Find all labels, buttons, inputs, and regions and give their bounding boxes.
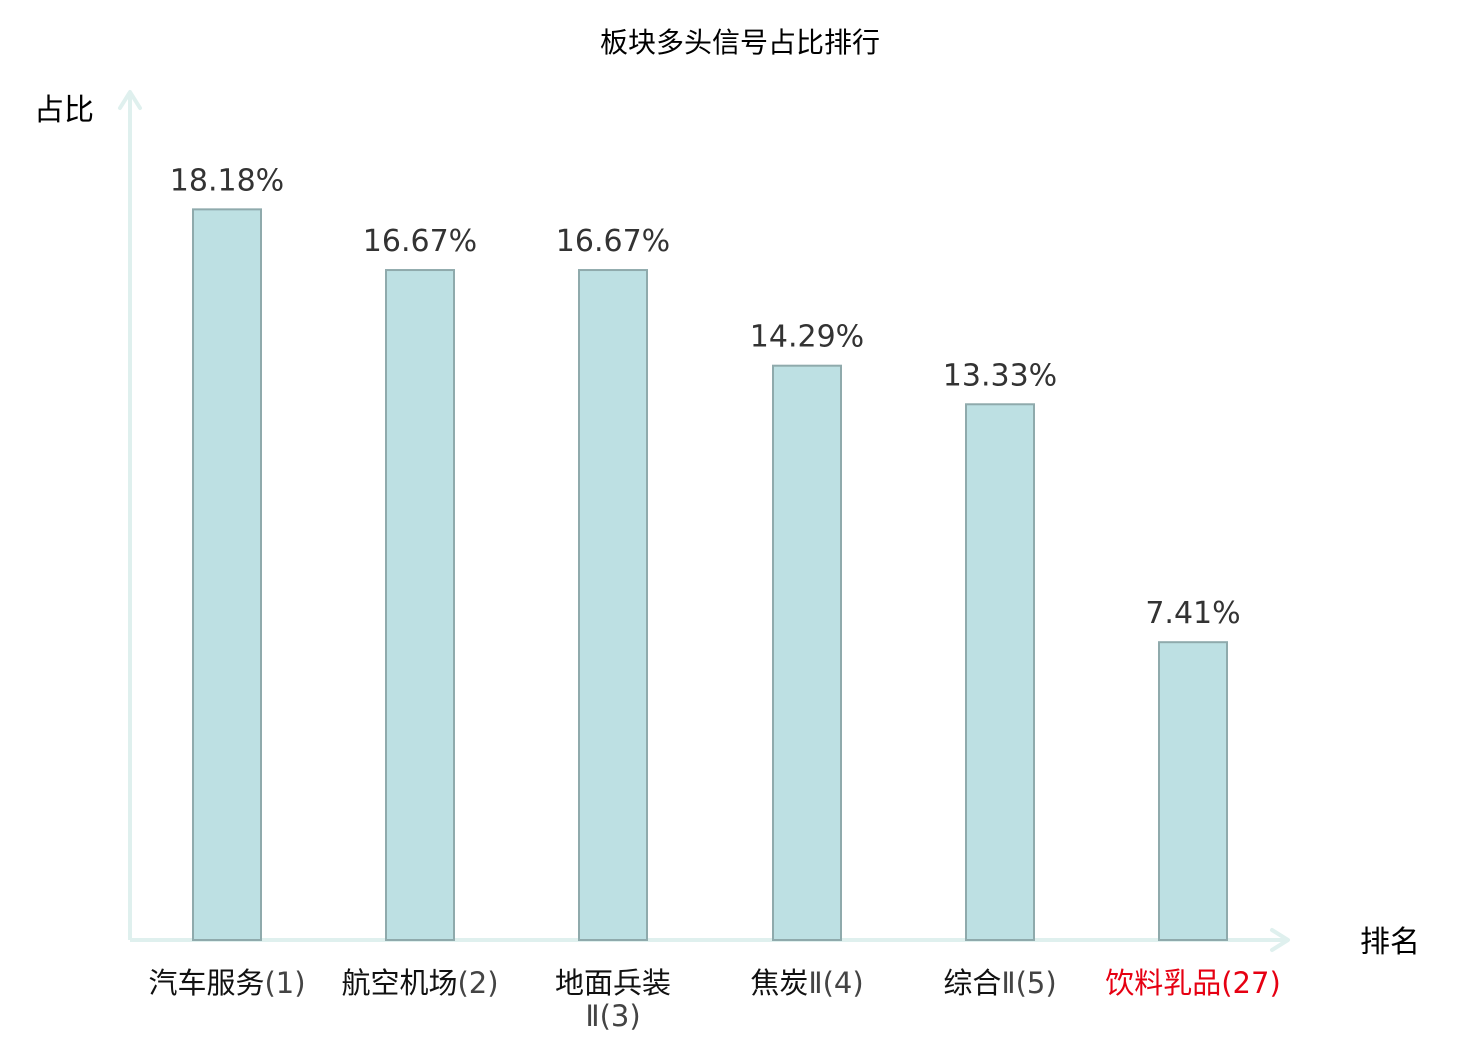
value-label-1: 18.18% (170, 163, 284, 198)
category-label-3: 地面兵装 Ⅱ(3) (555, 966, 671, 1033)
bar-5 (965, 403, 1035, 941)
category-label-1: 汽车服务(1) (148, 966, 305, 1000)
value-label-5: 13.33% (943, 358, 1057, 393)
category-name-3: 地面兵装 (555, 966, 671, 1000)
category-label-4: 焦炭Ⅱ(4) (750, 966, 863, 1000)
chart-title: 板块多头信号占比排行 (600, 26, 880, 59)
category-name-4: 焦炭 (750, 966, 808, 1000)
value-labels: 18.18% 16.67% 16.67% 14.29% 13.33% 7.41% (170, 163, 1241, 631)
bar-1 (192, 208, 262, 941)
bar-2 (385, 269, 455, 942)
category-name-5: 综合 (943, 966, 1001, 1000)
bar-4 (772, 364, 842, 942)
bars (192, 208, 1228, 942)
y-axis-arrow (118, 90, 142, 110)
y-axis-label: 占比 (34, 93, 94, 128)
category-rank-3: Ⅱ(3) (585, 999, 640, 1033)
value-label-4: 14.29% (750, 320, 864, 355)
category-labels: 汽车服务(1) 航空机场(2) 地面兵装 Ⅱ(3)焦炭Ⅱ(4) 综合Ⅱ(5) 饮料乳品(2… (148, 966, 1280, 1033)
category-label-6: 饮料乳品(27) (1105, 966, 1281, 1000)
category-name-1: 汽车服务 (148, 966, 264, 1000)
x-axis-label: 排名 (1360, 925, 1420, 960)
category-name-6: 饮料乳品 (1105, 966, 1221, 1000)
value-label-6: 7.41% (1145, 596, 1240, 631)
axes (118, 90, 1290, 952)
category-rank-1: (1) (264, 966, 305, 1000)
bar-6 (1158, 641, 1228, 941)
category-rank-4: Ⅱ(4) (808, 966, 863, 1000)
category-rank-2: (2) (457, 966, 498, 1000)
category-rank-6: (27) (1221, 966, 1281, 1000)
category-rank-5: Ⅱ(5) (1001, 966, 1056, 1000)
x-axis-arrow (1270, 928, 1290, 952)
value-label-2: 16.67% (363, 224, 477, 259)
category-label-2: 航空机场(2) (341, 966, 498, 1000)
category-label-5: 综合Ⅱ(5) (943, 966, 1056, 1000)
category-name-2: 航空机场 (341, 966, 457, 1000)
value-label-3: 16.67% (556, 224, 670, 259)
bar-3 (578, 269, 648, 942)
